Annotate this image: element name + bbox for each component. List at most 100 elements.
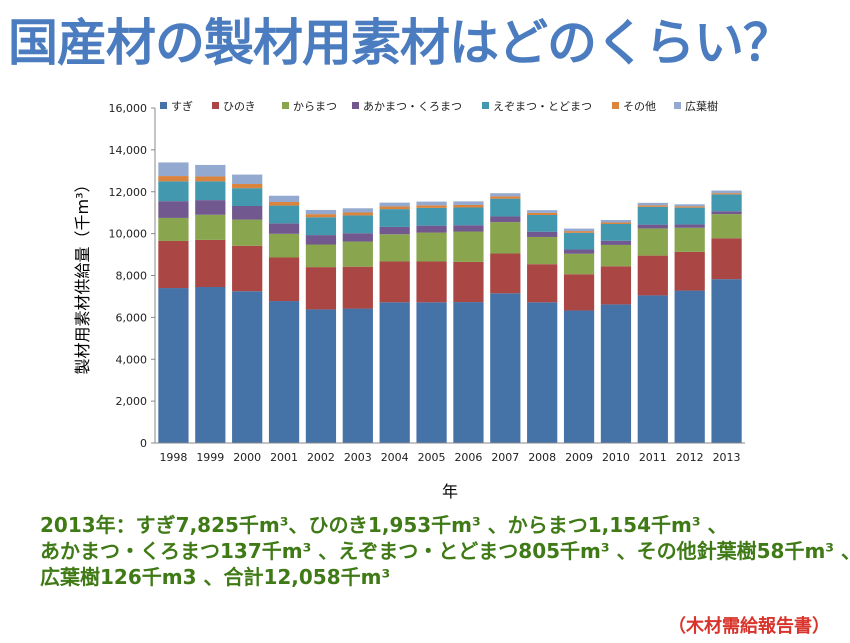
legend-swatch [160,102,167,109]
y-tick-label: 4,000 [116,353,148,366]
bar-segment [711,190,742,194]
x-tick-label: 1999 [196,451,224,464]
x-tick-label: 2008 [528,451,556,464]
bar-segment [232,205,263,220]
bar-segment [416,201,447,206]
bar-segment [674,251,705,291]
bar-segment [232,219,263,246]
bar-segment [232,184,263,189]
bar-segment [637,205,668,207]
bar-segment [268,205,300,224]
bar-segment [600,244,632,267]
bar-segment [379,234,410,262]
bar-segment [600,240,632,245]
bar-segment [158,176,189,182]
bar-segment [158,181,189,202]
bar-segment [232,245,263,292]
x-tick-label: 2007 [491,451,519,464]
bar-segment [195,164,226,177]
bar-segment [379,202,410,207]
bar-segment [379,209,410,227]
bar-segment [527,264,558,303]
x-axis-label: 年 [442,482,458,501]
y-tick-label: 0 [140,437,147,450]
x-tick-label: 2009 [565,451,593,464]
bar-segment [490,293,521,443]
y-tick-label: 2,000 [116,395,148,408]
legend-swatch [482,102,489,109]
bar-segment [637,255,668,296]
bar-segment [379,206,410,210]
bar-segment [416,302,447,443]
x-tick-label: 1998 [159,451,187,464]
bar-segment [232,188,263,206]
bar-segment [637,295,668,443]
bar-segment [490,193,521,197]
bar-segment [711,193,742,195]
bar-segment [674,224,705,228]
bar-segment [416,261,447,303]
bar-segment [305,209,337,215]
bar-segment [342,233,373,242]
legend-label: 広葉樹 [685,99,718,113]
legend-label: その他 [623,100,656,113]
stacked-bar-chart: すぎ ひのき からまつ あかまつ・くろまつ えぞまつ・とどまつ その他 広葉樹 0 2,000… [73,99,745,501]
bar-segment [416,225,447,233]
y-tick-label: 16,000 [109,102,148,115]
bar-segment [600,223,632,241]
bar-segment [527,210,558,213]
bar-segment [342,308,373,443]
bar-segment [305,217,337,236]
bar-segment [342,241,373,267]
bar-segment [232,174,263,185]
bar-segment [416,205,447,208]
x-tick-label: 2013 [713,451,741,464]
bar-segment [527,214,558,232]
bar-segment [453,231,484,262]
bar-segment [453,302,484,443]
bar-segment [416,207,447,226]
bar-segment [158,240,189,289]
x-axis: 1998 1999 2000 2001 2002 2003 2004 2005 2006 2007… [155,442,745,464]
bar-segment [195,176,226,182]
bar-segment [305,244,337,268]
bar-segment [305,214,337,218]
bar-segment [711,279,742,443]
bar-segment [158,201,189,218]
x-tick-label: 2002 [307,451,335,464]
x-tick-label: 2003 [344,451,372,464]
x-tick-label: 2004 [381,451,409,464]
bar-segment [195,181,226,201]
y-axis: 0 2,000 4,000 6,000 8,000 10,000 12,000 14,000 1… [109,102,156,450]
bar-segment [527,231,558,237]
bar-segment [305,267,337,310]
summary-line-1: 2013年：すぎ7,825千m³、ひのき1,953千m³ 、からまつ1,154千… [40,513,728,537]
bar-segment [637,224,668,229]
bar-segment [563,231,595,233]
bar-segment [711,211,742,215]
y-axis-label: 製材用素材供給量（千m³） [73,176,92,374]
bar-segment [195,214,226,240]
bar-segment [305,309,337,443]
bar-segment [600,304,632,443]
bar-segment [563,310,595,443]
bar-segment [563,253,595,275]
bar-segment [453,204,484,208]
bar-segment [453,225,484,232]
page-title: 国産材の製材用素材はどのくらい？ [8,14,793,72]
bar-segment [342,266,373,309]
bar-segment [232,291,263,443]
bar-segment [342,208,373,213]
bar-segment [453,207,484,226]
bar-segment [600,220,632,223]
summary-line-2: あかまつ・くろまつ137千m³ 、えぞまつ・とどまつ805千m³ 、その他針葉樹… [40,539,850,563]
legend-label: ひのき [223,100,256,113]
bar-segment [268,301,300,443]
y-tick-label: 6,000 [116,311,148,324]
bar-segment [674,206,705,208]
legend-label: からまつ [293,100,337,113]
bar-segment [674,290,705,443]
legend-swatch [352,102,359,109]
bar-segment [490,253,521,294]
y-tick-label: 10,000 [109,228,148,241]
